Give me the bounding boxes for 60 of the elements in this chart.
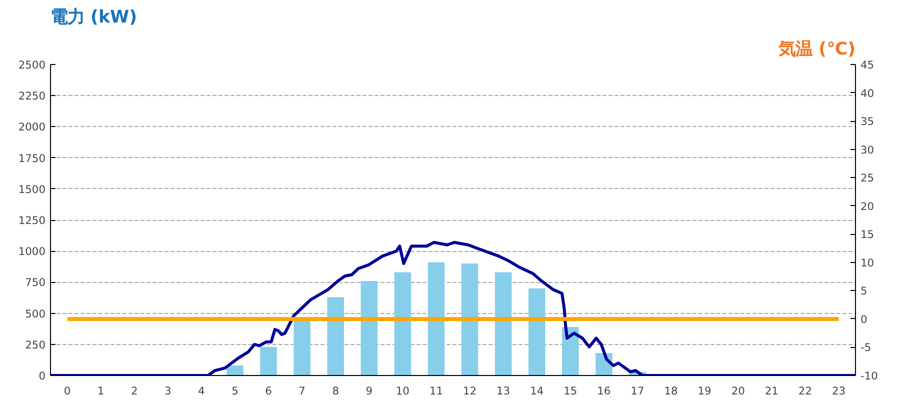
x-tick-label: 23 [832,384,846,398]
x-tick-label: 5 [232,384,238,398]
y2-tick-label: 20 [860,200,874,213]
bar [260,346,277,376]
y2-tick-label: 40 [860,86,874,100]
x-tick-label: 3 [164,384,172,398]
x-tick-label: 14 [530,384,544,398]
y-tick-label: 1000 [18,245,46,258]
y-tick-label: 500 [25,307,46,320]
x-tick-label: 2 [130,384,138,398]
x-tick-label: 20 [731,384,746,398]
bar [562,326,579,376]
x-tick-label: 11 [429,384,444,398]
bar [461,264,478,376]
y2-tick-label: -5 [860,341,872,354]
bar [394,272,412,376]
x-tick-label: 9 [366,384,373,398]
y-tick-label: 2000 [18,120,46,134]
x-tick-label: 4 [198,384,206,398]
y-axis-title: 電力 (kW) [50,8,138,28]
x-tick-label: 7 [298,384,306,398]
y2-tick-label: 5 [860,284,868,298]
y2-tick-label: 30 [860,143,874,156]
x-tick-label: 10 [396,384,410,398]
y-tick-label: 0 [38,370,46,382]
y2-tick-label: 15 [860,228,874,242]
x-tick-label: 6 [265,384,272,398]
x-tick-label: 15 [564,384,578,398]
y2-tick-label: 25 [860,172,874,185]
x-tick-label: 0 [64,384,71,398]
bar [226,366,244,376]
y2-tick-label: -10 [860,370,878,382]
y2-tick-label: 0 [860,312,868,326]
y2-axis-title: 気温 (℃) [778,40,856,60]
y2-tick-label: 45 [860,58,874,72]
bar [327,297,344,376]
y-tick-label: 1750 [18,152,46,165]
y2-tick-label: 10 [860,256,874,270]
y-tick-label: 2250 [18,90,46,103]
x-tick-label: 17 [630,384,644,398]
y-tick-label: 1250 [18,214,46,227]
x-tick-label: 16 [597,384,611,398]
bar [360,280,378,376]
x-tick-label: 13 [496,384,510,398]
y-tick-label: 2500 [18,58,46,72]
bar [294,320,310,376]
bar [528,288,546,376]
x-tick-label: 18 [664,384,678,398]
x-tick-label: 19 [698,384,712,398]
y-tick-label: 250 [25,338,46,352]
y-tick-label: 750 [25,276,46,290]
y-tick-label: 1500 [18,182,46,196]
bar [428,262,445,376]
x-tick-label: 21 [764,384,778,398]
bar [494,272,512,376]
x-tick-label: 1 [97,384,104,398]
x-tick-label: 12 [462,384,477,398]
x-tick-label: 22 [798,384,812,398]
x-tick-label: 8 [332,384,340,398]
y2-tick-label: 35 [860,115,874,128]
